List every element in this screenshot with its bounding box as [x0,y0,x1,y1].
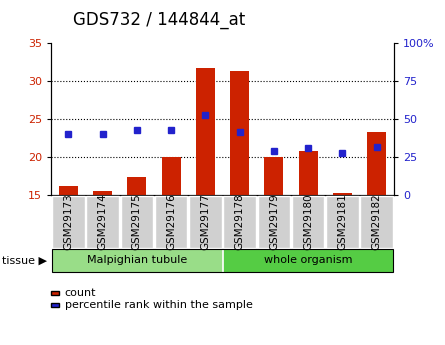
Bar [264,157,283,195]
Text: GSM29177: GSM29177 [200,193,210,250]
Bar [59,186,78,195]
Bar [367,132,386,195]
Bar [230,71,249,195]
Text: GSM29175: GSM29175 [132,193,142,250]
Text: GSM29176: GSM29176 [166,193,176,250]
Text: GDS732 / 144844_at: GDS732 / 144844_at [73,11,246,29]
Text: GSM29181: GSM29181 [337,193,348,250]
Bar [93,191,112,195]
Text: GSM29182: GSM29182 [372,193,382,250]
Bar [127,177,146,195]
Text: count: count [65,288,96,298]
Text: Malpighian tubule: Malpighian tubule [87,256,187,265]
Bar [196,68,215,195]
Bar [299,151,318,195]
Bar [162,157,181,195]
Text: GSM29180: GSM29180 [303,193,313,250]
Bar [333,193,352,195]
Text: tissue ▶: tissue ▶ [2,256,47,265]
Text: GSM29174: GSM29174 [97,193,108,250]
Text: GSM29173: GSM29173 [63,193,73,250]
Text: GSM29178: GSM29178 [235,193,245,250]
Text: whole organism: whole organism [264,256,352,265]
Text: GSM29179: GSM29179 [269,193,279,250]
Text: percentile rank within the sample: percentile rank within the sample [65,300,252,310]
